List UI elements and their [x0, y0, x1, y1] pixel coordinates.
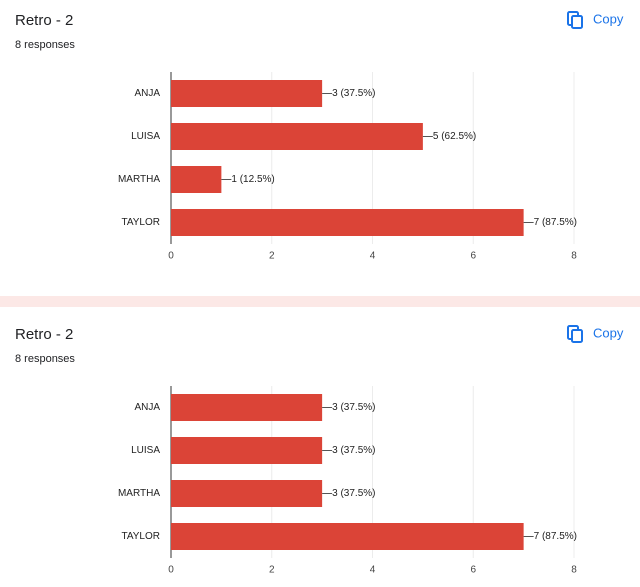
- bar: [171, 80, 323, 107]
- copy-button[interactable]: Copy: [567, 325, 624, 343]
- bar: [171, 209, 524, 236]
- response-count: 8 responses: [15, 353, 75, 365]
- x-tick-label: 2: [269, 251, 275, 262]
- y-tick-label: MARTHA: [118, 174, 160, 185]
- chart: Retro - 2 8 responses Copy 0 2 4 6 8 ANJA 3 (37.5…: [15, 325, 624, 576]
- y-tick-label: ANJA: [134, 88, 160, 99]
- value-label: 5 (62.5%): [433, 131, 476, 142]
- bar: [171, 437, 323, 464]
- x-tick-label: 8: [571, 565, 577, 576]
- x-tick-label: 8: [571, 251, 577, 262]
- response-count: 8 responses: [15, 39, 75, 51]
- chart-title: Retro - 2: [15, 12, 73, 29]
- chart-title: Retro - 2: [15, 326, 73, 343]
- bar: [171, 166, 222, 193]
- y-tick-label: LUISA: [131, 445, 160, 456]
- bar: [171, 394, 323, 421]
- y-tick-label: TAYLOR: [121, 531, 160, 542]
- bar: [171, 480, 323, 507]
- bar: [171, 523, 524, 550]
- bar: [171, 123, 423, 150]
- value-label: 3 (37.5%): [332, 445, 375, 456]
- chart: Retro - 2 8 responses Copy 0 2 4 6 8 ANJA 3 (37.5…: [15, 11, 624, 262]
- y-tick-label: MARTHA: [118, 488, 160, 499]
- separator: [0, 296, 640, 307]
- value-label: 3 (37.5%): [332, 488, 375, 499]
- copy-label[interactable]: Copy: [593, 11, 624, 26]
- x-tick-label: 4: [370, 565, 376, 576]
- value-label: 1 (12.5%): [231, 174, 274, 185]
- x-tick-label: 6: [470, 565, 476, 576]
- x-tick-label: 6: [470, 251, 476, 262]
- value-label: 7 (87.5%): [534, 217, 577, 228]
- copy-button[interactable]: Copy: [567, 11, 624, 29]
- x-tick-label: 0: [168, 251, 174, 262]
- x-tick-label: 0: [168, 565, 174, 576]
- y-tick-label: TAYLOR: [121, 217, 160, 228]
- value-label: 7 (87.5%): [534, 531, 577, 542]
- copy-icon-front[interactable]: [571, 15, 583, 29]
- value-label: 3 (37.5%): [332, 402, 375, 413]
- value-label: 3 (37.5%): [332, 88, 375, 99]
- x-tick-label: 4: [370, 251, 376, 262]
- copy-label[interactable]: Copy: [593, 325, 624, 340]
- x-tick-label: 2: [269, 565, 275, 576]
- y-tick-label: LUISA: [131, 131, 160, 142]
- y-tick-label: ANJA: [134, 402, 160, 413]
- copy-icon-front[interactable]: [571, 329, 583, 343]
